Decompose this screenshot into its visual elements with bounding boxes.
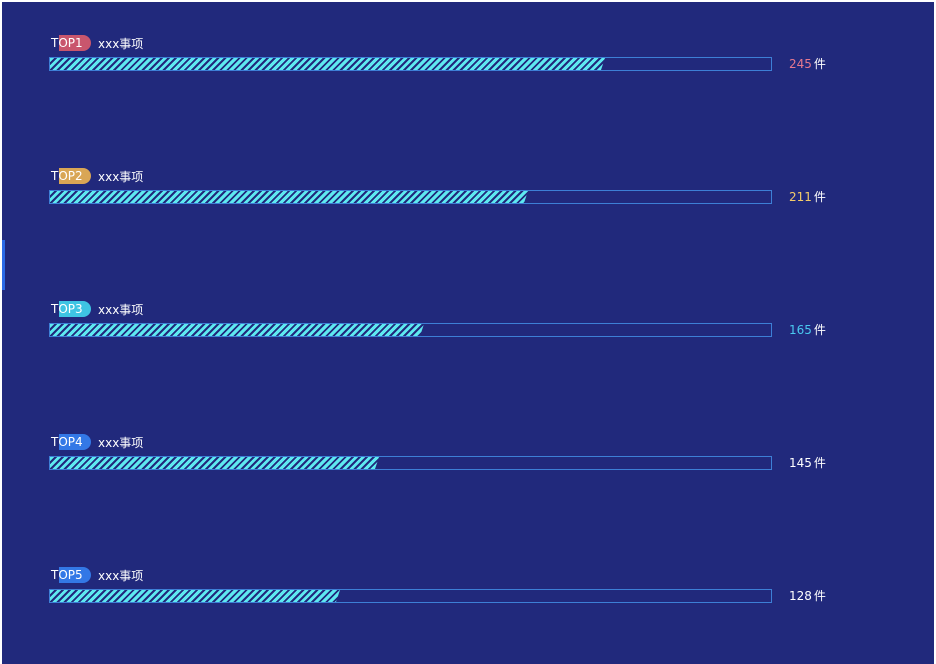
value-unit: 件 xyxy=(813,589,826,603)
rank-badge: TOP1 xyxy=(49,34,93,52)
rank-badge-pill xyxy=(59,301,91,317)
value-unit: 件 xyxy=(813,57,826,71)
value-label: 128 件 xyxy=(789,587,826,605)
rank-row: TOP5 xxx事项 128 件 xyxy=(2,565,934,615)
bar-track xyxy=(49,456,772,470)
value-label: 165 件 xyxy=(789,321,826,339)
rank-badge-text: TOP4 xyxy=(51,435,83,449)
value-unit: 件 xyxy=(813,190,826,204)
rank-label-line: TOP1 xxx事项 xyxy=(49,33,143,53)
item-name: xxx事项 xyxy=(98,302,144,317)
rank-badge: TOP2 xyxy=(49,167,93,185)
rank-row: TOP2 xxx事项 211 件 xyxy=(2,166,934,216)
rank-label-line: TOP2 xxx事项 xyxy=(49,166,143,186)
rank-badge-text: TOP1 xyxy=(51,36,83,50)
bar-track xyxy=(49,57,772,71)
rank-label-line: TOP4 xxx事项 xyxy=(49,432,143,452)
item-name: xxx事项 xyxy=(98,435,144,450)
rank-badge: TOP3 xyxy=(49,300,93,318)
bar-fill xyxy=(50,191,528,203)
bar-track xyxy=(49,190,772,204)
rank-badge-text: TOP5 xyxy=(51,568,83,582)
rank-badge-pill xyxy=(59,35,91,51)
value-unit: 件 xyxy=(813,323,826,337)
rank-badge: TOP4 xyxy=(49,433,93,451)
bar-fill xyxy=(50,457,379,469)
value-label: 145 件 xyxy=(789,454,826,472)
bar-fill xyxy=(50,58,605,70)
item-name: xxx事项 xyxy=(98,568,144,583)
bar-track xyxy=(49,589,772,603)
bar-track xyxy=(49,323,772,337)
rank-label-line: TOP3 xxx事项 xyxy=(49,299,143,319)
value-number: 165 xyxy=(789,323,812,337)
rank-row: TOP1 xxx事项 245 件 xyxy=(2,33,934,83)
item-name: xxx事项 xyxy=(98,169,144,184)
value-label: 245 件 xyxy=(789,55,826,73)
value-number: 245 xyxy=(789,57,812,71)
rank-label-line: TOP5 xxx事项 xyxy=(49,565,143,585)
rank-badge-text: TOP2 xyxy=(51,169,83,183)
value-label: 211 件 xyxy=(789,188,826,206)
value-number: 211 xyxy=(789,190,812,204)
rank-badge-pill xyxy=(59,434,91,450)
edge-marker xyxy=(2,240,5,290)
rank-badge-pill xyxy=(59,168,91,184)
rank-row: TOP4 xxx事项 145 件 xyxy=(2,432,934,482)
rank-badge-pill xyxy=(59,567,91,583)
item-name: xxx事项 xyxy=(98,36,144,51)
value-unit: 件 xyxy=(813,456,826,470)
value-number: 145 xyxy=(789,456,812,470)
rank-badge-text: TOP3 xyxy=(51,302,83,316)
rank-row: TOP3 xxx事项 165 件 xyxy=(2,299,934,349)
bar-fill xyxy=(50,590,340,602)
value-number: 128 xyxy=(789,589,812,603)
bar-fill xyxy=(50,324,424,336)
rank-badge: TOP5 xyxy=(49,566,93,584)
